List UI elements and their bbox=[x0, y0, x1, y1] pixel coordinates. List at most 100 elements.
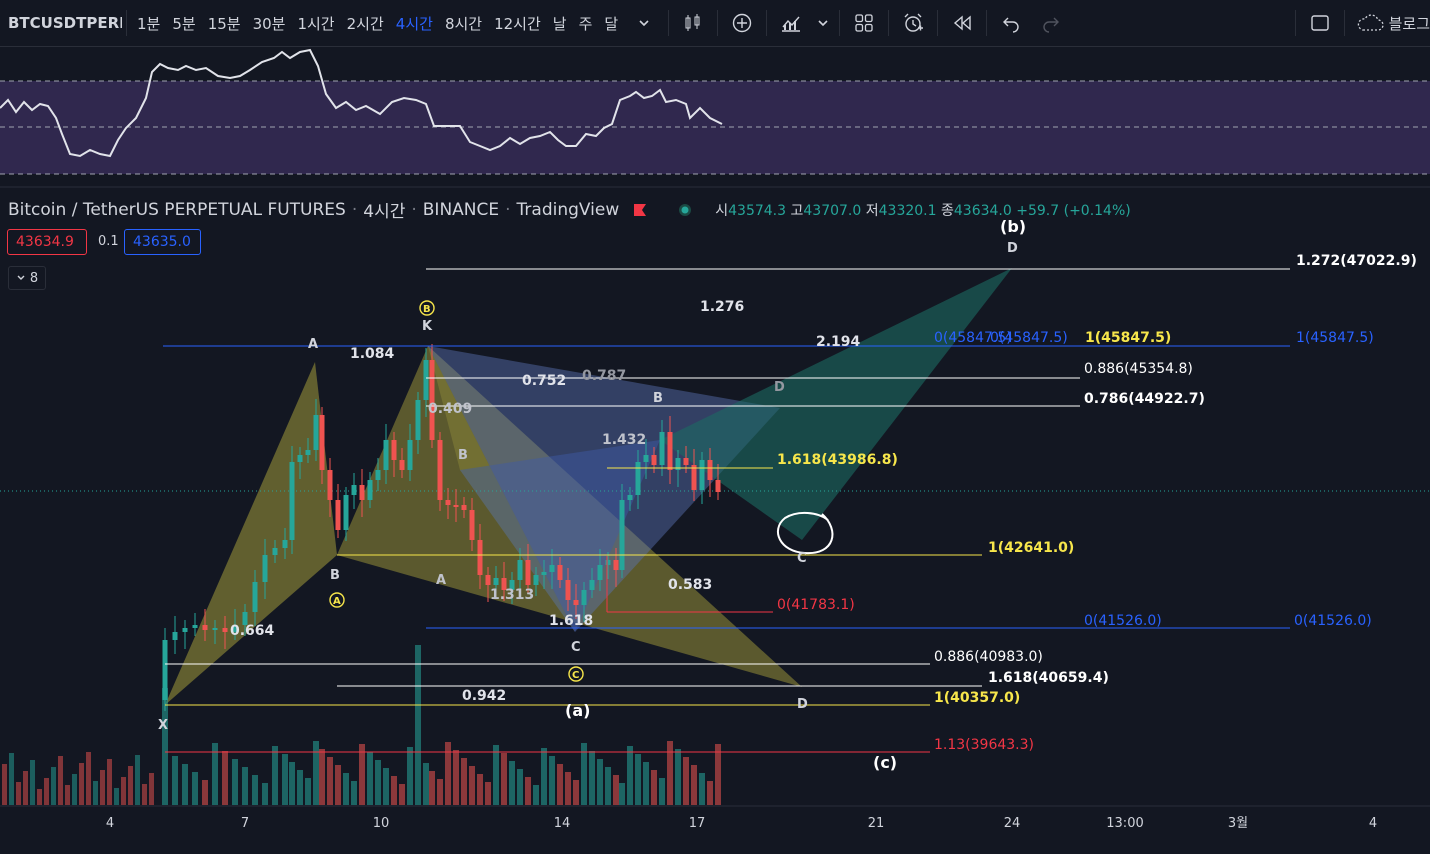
legend-dot: · bbox=[505, 199, 511, 220]
volume-bar bbox=[683, 757, 689, 805]
interval-3[interactable]: 30분 bbox=[252, 14, 286, 33]
candle bbox=[517, 560, 523, 580]
volume-bar bbox=[114, 788, 119, 805]
undo-icon bbox=[1003, 17, 1019, 33]
volume-bar bbox=[23, 771, 28, 805]
candle bbox=[272, 548, 278, 555]
chart-canvas[interactable]: 1.272(47022.9) 0(45847.5) 0(45847.5) 1(4… bbox=[0, 46, 1430, 854]
fib-label: 0(41526.0) bbox=[1084, 613, 1162, 629]
candle bbox=[172, 632, 178, 640]
low-value: 43320.1 bbox=[878, 202, 937, 219]
volume-bar bbox=[517, 769, 523, 805]
candle bbox=[319, 415, 325, 470]
x-axis[interactable]: 4 7 10 14 17 21 24 13:00 3월 4 bbox=[106, 816, 1377, 831]
interval-7[interactable]: 8시간 bbox=[444, 14, 483, 33]
sell-price-button[interactable]: 43634.9 bbox=[7, 229, 87, 255]
chevron-down-icon bbox=[639, 20, 649, 27]
point-label: D bbox=[797, 697, 808, 712]
candle bbox=[533, 575, 539, 585]
grid-icon bbox=[855, 14, 873, 32]
fib-lines bbox=[163, 268, 1290, 753]
flag-icon[interactable] bbox=[631, 202, 649, 218]
ratio-label: 0.409 bbox=[428, 401, 472, 417]
interval-4[interactable]: 1시간 bbox=[297, 14, 335, 33]
interval-5[interactable]: 2시간 bbox=[346, 14, 384, 33]
point-label: C bbox=[571, 640, 581, 655]
interval-8[interactable]: 12시간 bbox=[494, 14, 541, 33]
interval-0[interactable]: 1분 bbox=[137, 14, 161, 33]
candle bbox=[313, 415, 319, 450]
chevron-down-icon bbox=[818, 20, 828, 27]
volume-bar bbox=[135, 755, 140, 805]
volume-bar bbox=[493, 745, 499, 805]
volume-bar bbox=[162, 688, 168, 805]
spread-value: 0.1 bbox=[98, 234, 119, 249]
candle bbox=[541, 572, 547, 575]
interval-dropdown-button[interactable] bbox=[624, 3, 664, 43]
candle bbox=[453, 505, 459, 507]
buy-price-button[interactable]: 43635.0 bbox=[124, 229, 201, 255]
interval-1[interactable]: 5분 bbox=[172, 14, 196, 33]
alert-button[interactable] bbox=[893, 3, 933, 43]
symbol-title[interactable]: Bitcoin / TetherUS PERPETUAL FUTURES bbox=[8, 199, 346, 220]
publish-blog-button[interactable]: 블로그 bbox=[1349, 12, 1430, 34]
chart-type-button[interactable] bbox=[673, 3, 713, 43]
divider bbox=[1343, 10, 1345, 36]
interval-11[interactable]: 달 bbox=[604, 14, 619, 33]
divider bbox=[126, 10, 127, 36]
symbol-search-button[interactable]: BTCUSDTPERP bbox=[8, 14, 122, 32]
divider bbox=[668, 10, 670, 36]
volume-bar bbox=[675, 749, 681, 805]
harmonic-patterns bbox=[165, 268, 1012, 705]
market-status-icon[interactable] bbox=[677, 202, 693, 218]
fib-label: 1(40357.0) bbox=[934, 690, 1020, 706]
volume-bar bbox=[272, 746, 278, 805]
candle bbox=[613, 560, 619, 570]
fullscreen-button[interactable] bbox=[1300, 3, 1340, 43]
x-tick-label: 10 bbox=[373, 816, 390, 831]
candle bbox=[289, 462, 295, 540]
fib-label: 1.272(47022.9) bbox=[1296, 253, 1417, 269]
volume-bar bbox=[319, 749, 325, 805]
compare-button[interactable] bbox=[722, 3, 762, 43]
interval-2[interactable]: 15분 bbox=[207, 14, 241, 33]
ratio-label: 0.664 bbox=[230, 623, 275, 639]
interval-6[interactable]: 4시간 bbox=[395, 14, 433, 33]
indicators-icon bbox=[782, 16, 801, 32]
volume-bar bbox=[627, 746, 633, 805]
circled-label: C bbox=[572, 670, 579, 681]
low-label: 저 bbox=[865, 202, 879, 219]
divider bbox=[986, 10, 988, 36]
x-tick-label: 4 bbox=[1369, 816, 1377, 831]
rewind-icon bbox=[954, 15, 971, 31]
wave-label: (a) bbox=[565, 701, 590, 720]
candle bbox=[232, 625, 238, 632]
candle bbox=[262, 555, 268, 582]
indicators-button[interactable] bbox=[771, 3, 811, 43]
rsi-line bbox=[0, 48, 723, 158]
volume-bar bbox=[699, 773, 705, 805]
redo-button[interactable] bbox=[1031, 3, 1071, 43]
volume-bar bbox=[445, 742, 451, 805]
indicator-count: 8 bbox=[29, 270, 39, 286]
circled-c-marker bbox=[568, 666, 584, 682]
replay-button[interactable] bbox=[942, 3, 982, 43]
candle bbox=[335, 500, 341, 530]
volume-bar bbox=[16, 782, 21, 805]
indicators-dropdown-button[interactable] bbox=[811, 3, 835, 43]
indicators-collapse-button[interactable]: 8 bbox=[8, 266, 46, 290]
volume-bar bbox=[573, 780, 579, 805]
candle bbox=[605, 560, 611, 565]
interval-10[interactable]: 주 bbox=[578, 14, 593, 33]
volume-bar bbox=[589, 751, 595, 805]
ratio-label: 1.432 bbox=[602, 432, 646, 448]
ratio-label: 1.618 bbox=[549, 613, 593, 629]
layout-button[interactable] bbox=[844, 3, 884, 43]
fib-label: 1(42641.0) bbox=[988, 540, 1074, 556]
interval-9[interactable]: 날 bbox=[552, 14, 567, 33]
ratio-label: 1.084 bbox=[350, 346, 395, 362]
candle bbox=[501, 578, 507, 590]
undo-button[interactable] bbox=[991, 3, 1031, 43]
volume-bar bbox=[282, 754, 288, 805]
interval-list: 1분 5분 15분 30분 1시간 2시간 4시간 8시간 12시간 날 주 달 bbox=[131, 13, 624, 34]
